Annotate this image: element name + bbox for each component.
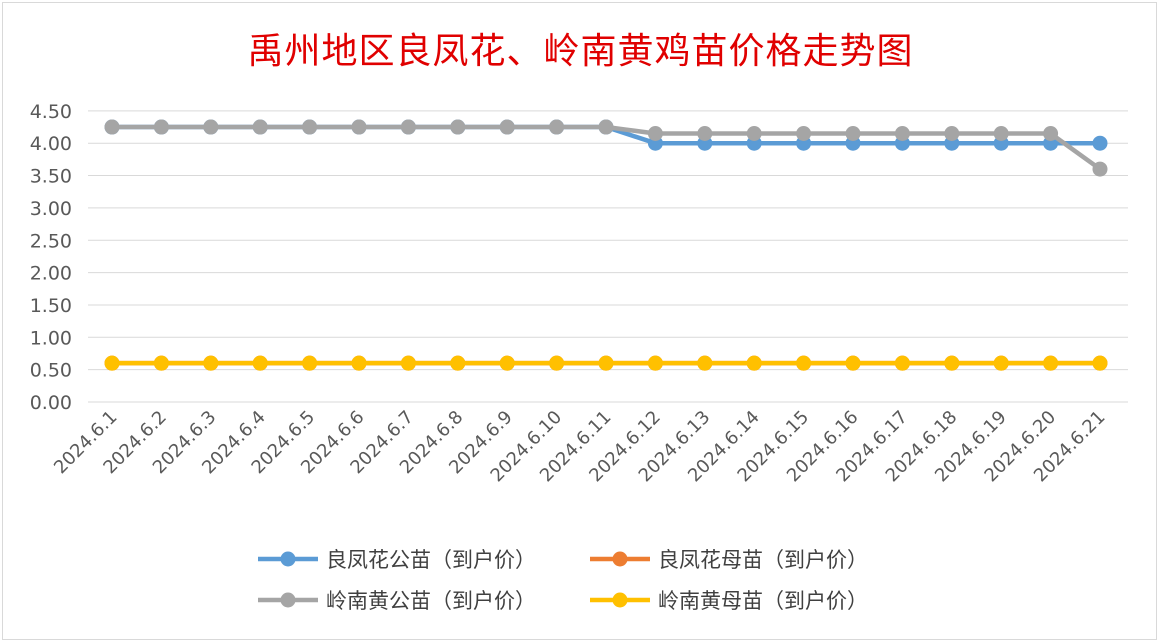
legend: 良凤花公苗（到户价） 良凤花母苗（到户价） 岭南黄公苗（到户价） 岭南黄母苗（到户价） xyxy=(258,548,868,613)
legend-label: 良凤花母苗（到户价） xyxy=(658,548,868,572)
data-point xyxy=(549,119,565,135)
series-lines xyxy=(104,119,1108,371)
data-point xyxy=(203,355,219,371)
y-tick-label: 4.50 xyxy=(30,101,72,123)
data-point xyxy=(944,355,960,371)
data-point xyxy=(499,355,515,371)
data-point xyxy=(351,119,367,135)
x-axis-tick-labels: 2024.6.12024.6.22024.6.32024.6.42024.6.5… xyxy=(50,407,1110,487)
y-tick-label: 4.00 xyxy=(30,133,72,155)
y-tick-label: 3.50 xyxy=(30,166,72,188)
data-point xyxy=(1092,355,1108,371)
legend-label: 岭南黄公苗（到户价） xyxy=(326,589,536,613)
y-tick-label: 0.00 xyxy=(30,392,72,414)
data-point xyxy=(1092,135,1108,151)
data-point xyxy=(796,125,812,141)
data-point xyxy=(944,125,960,141)
legend-marker xyxy=(280,551,296,567)
data-point xyxy=(351,355,367,371)
data-point xyxy=(104,119,120,135)
data-point xyxy=(203,119,219,135)
y-tick-label: 1.50 xyxy=(30,295,72,317)
y-tick-label: 0.50 xyxy=(30,360,72,382)
data-point xyxy=(302,119,318,135)
legend-marker xyxy=(280,592,296,608)
y-tick-label: 2.00 xyxy=(30,263,72,285)
data-point xyxy=(894,355,910,371)
data-point xyxy=(1092,161,1108,177)
data-point xyxy=(252,119,268,135)
data-point xyxy=(302,355,318,371)
legend-marker xyxy=(612,551,628,567)
y-tick-label: 1.00 xyxy=(30,327,72,349)
data-point xyxy=(647,125,663,141)
chart-title: 禹州地区良凤花、岭南黄鸡苗价格走势图 xyxy=(247,31,914,72)
data-point xyxy=(400,355,416,371)
y-tick-label: 2.50 xyxy=(30,230,72,252)
data-point xyxy=(153,355,169,371)
data-point xyxy=(1043,355,1059,371)
gridlines xyxy=(88,110,1128,403)
y-axis-tick-labels: 0.00 0.50 1.00 1.50 2.00 2.50 3.00 3.50 4.00 4.50 xyxy=(30,101,72,414)
data-point xyxy=(796,355,812,371)
data-point xyxy=(845,125,861,141)
data-point xyxy=(450,355,466,371)
data-point xyxy=(549,355,565,371)
data-point xyxy=(450,119,466,135)
data-point xyxy=(1043,125,1059,141)
legend-marker xyxy=(612,592,628,608)
data-point xyxy=(697,355,713,371)
data-point xyxy=(746,125,762,141)
data-point xyxy=(598,355,614,371)
legend-label: 良凤花公苗（到户价） xyxy=(326,548,536,572)
data-point xyxy=(104,355,120,371)
data-point xyxy=(153,119,169,135)
data-point xyxy=(647,355,663,371)
legend-label: 岭南黄母苗（到户价） xyxy=(658,589,868,613)
data-point xyxy=(746,355,762,371)
data-point xyxy=(499,119,515,135)
data-point xyxy=(993,125,1009,141)
data-point xyxy=(697,125,713,141)
data-point xyxy=(252,355,268,371)
y-tick-label: 3.00 xyxy=(30,198,72,220)
data-point xyxy=(894,125,910,141)
data-point xyxy=(598,119,614,135)
data-point xyxy=(993,355,1009,371)
data-point xyxy=(845,355,861,371)
data-point xyxy=(400,119,416,135)
